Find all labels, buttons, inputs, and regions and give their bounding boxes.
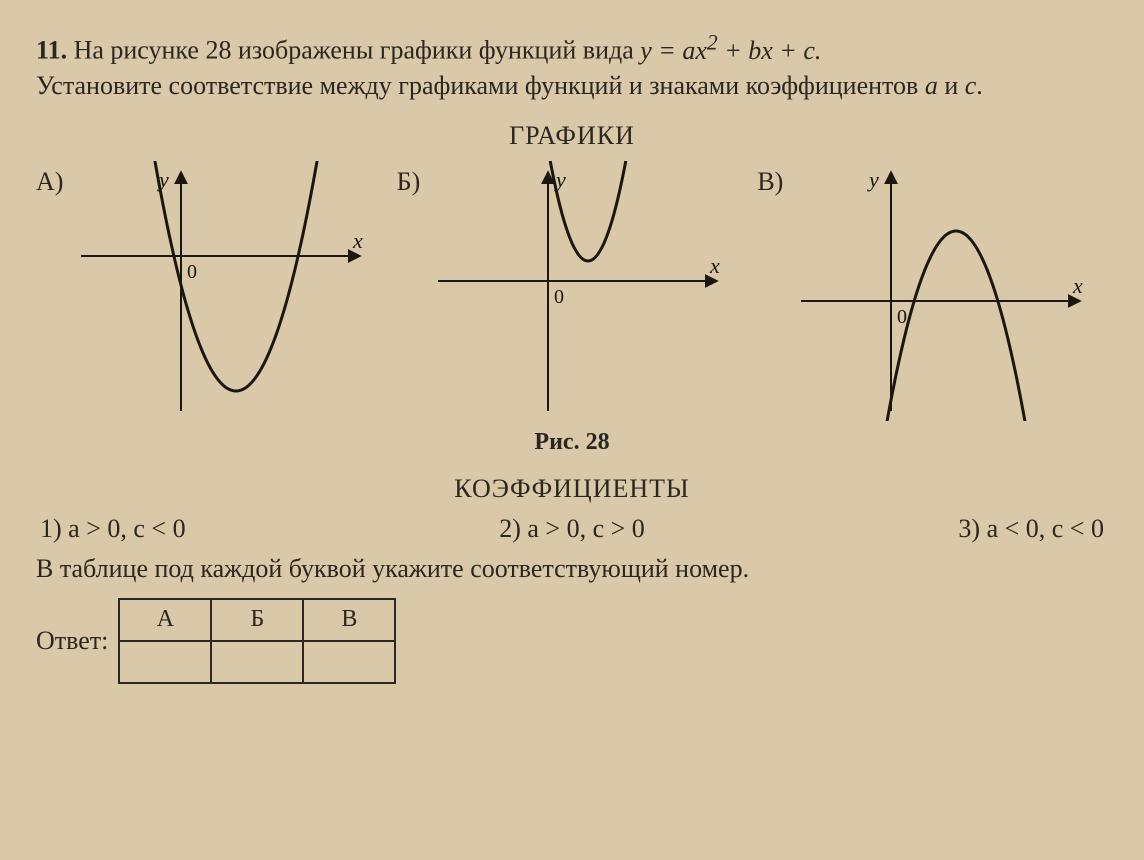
coef-option-2: 2) a > 0, c > 0 — [499, 514, 645, 544]
answer-cell-b[interactable] — [211, 641, 303, 683]
svg-text:y: y — [554, 167, 566, 192]
chart-v-block: В) x y 0 — [757, 161, 1108, 421]
coef-option-1: 1) a > 0, c < 0 — [40, 514, 186, 544]
section-coefs-title: КОЭФФИЦИЕНТЫ — [36, 474, 1108, 504]
coefficients-row: 1) a > 0, c < 0 2) a > 0, c > 0 3) a < 0… — [40, 514, 1104, 544]
chart-b-block: Б) x y 0 — [397, 161, 748, 421]
answer-header-b: Б — [211, 599, 303, 641]
chart-a-block: А) x y 0 — [36, 161, 387, 421]
var-a: a — [925, 71, 938, 100]
answer-header-a: А — [119, 599, 211, 641]
instruction-text: В таблице под каждой буквой укажите соот… — [36, 554, 1108, 584]
answer-cell-v[interactable] — [303, 641, 395, 683]
svg-text:0: 0 — [554, 286, 564, 308]
chart-v-svg: x y 0 — [791, 161, 1091, 421]
answer-row: Ответ: А Б В — [36, 598, 1108, 684]
section-graphs-title: ГРАФИКИ — [36, 121, 1108, 151]
answer-header-v: В — [303, 599, 395, 641]
svg-text:y: y — [867, 167, 879, 192]
and-word: и — [938, 71, 965, 100]
var-c: c — [965, 71, 977, 100]
answer-table: А Б В — [118, 598, 396, 684]
answer-label: Ответ: — [36, 626, 108, 656]
chart-label-v: В) — [757, 167, 783, 197]
problem-formula: y = ax2 + bx + c. — [640, 36, 821, 65]
svg-text:x: x — [1072, 273, 1083, 298]
chart-b-svg: x y 0 — [428, 161, 728, 421]
svg-text:x: x — [352, 228, 363, 253]
answer-cell-a[interactable] — [119, 641, 211, 683]
problem-line2: Установите соответствие между графиками … — [36, 71, 925, 100]
figure-caption: Рис. 28 — [36, 429, 1108, 456]
period: . — [976, 71, 983, 100]
svg-text:x: x — [709, 253, 720, 278]
svg-text:0: 0 — [187, 261, 197, 283]
svg-text:y: y — [157, 167, 169, 192]
problem-statement: 11. На рисунке 28 изображены графики фун… — [36, 28, 1108, 103]
problem-number: 11. — [36, 36, 67, 65]
svg-text:0: 0 — [897, 306, 907, 328]
coef-option-3: 3) a < 0, c < 0 — [958, 514, 1104, 544]
chart-label-b: Б) — [397, 167, 421, 197]
charts-row: А) x y 0 Б) x y 0 В) x y 0 — [36, 161, 1108, 421]
chart-a-svg: x y 0 — [71, 161, 371, 421]
chart-label-a: А) — [36, 167, 63, 197]
problem-line1: На рисунке 28 изображены графики функций… — [74, 36, 641, 65]
